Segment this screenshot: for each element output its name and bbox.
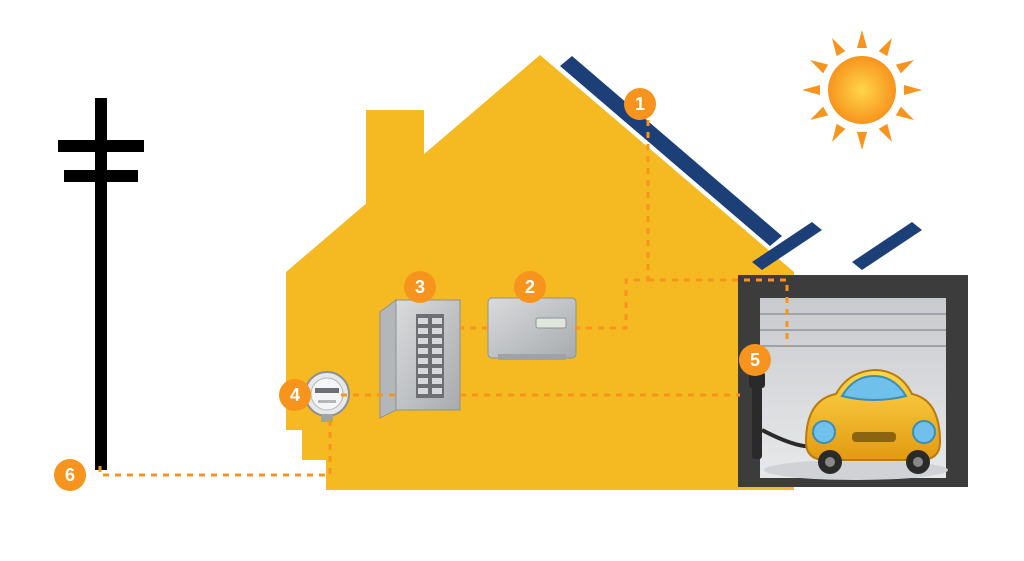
callout-grid: 6 [54,459,86,491]
utility-pole-icon [58,98,144,470]
svg-text:3: 3 [415,277,425,297]
sun-icon [802,30,922,150]
svg-text:1: 1 [635,94,645,114]
callout-utility-meter: 4 [279,379,311,411]
callout-inverter: 2 [514,271,546,303]
svg-text:6: 6 [65,465,75,485]
inverter-icon [488,298,576,360]
callout-breaker-panel: 3 [404,271,436,303]
breaker-panel-icon [380,300,460,418]
callout-solar-panels: 1 [624,88,656,120]
svg-text:4: 4 [290,385,300,405]
svg-text:5: 5 [750,350,760,370]
house-icon [286,55,794,490]
svg-text:2: 2 [525,277,535,297]
callout-ev-charger: 5 [739,344,771,376]
solar-home-diagram: 1 2 3 4 5 6 [0,0,1024,561]
